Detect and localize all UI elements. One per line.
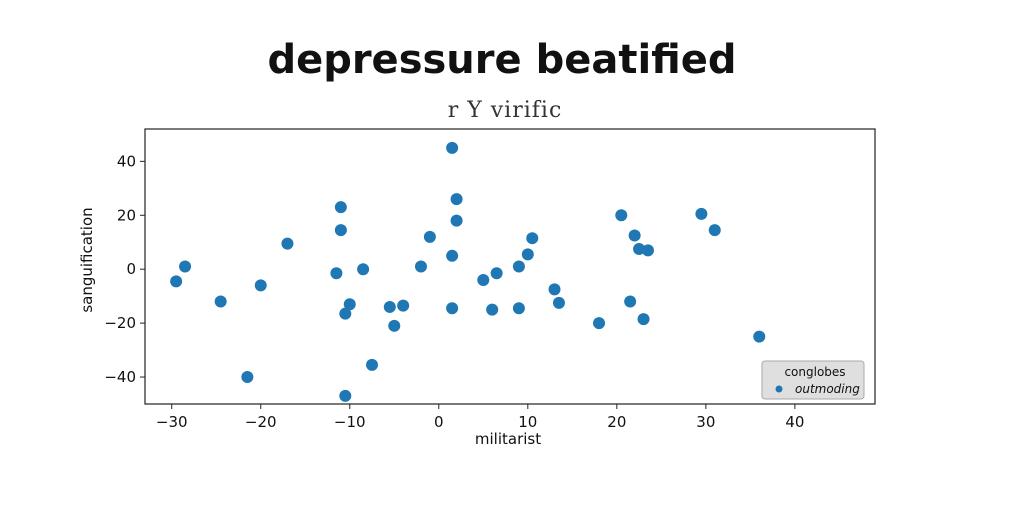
x-tick-label: 40 [785, 413, 804, 431]
data-point [170, 275, 183, 288]
data-point [477, 273, 490, 286]
data-point [552, 296, 565, 309]
chart-title: depressure beatified [267, 37, 736, 83]
data-point [357, 263, 370, 276]
data-point [388, 319, 401, 332]
x-tick-label: 20 [607, 413, 626, 431]
x-axis-ticks: −30 −20 −10 0 10 20 30 40 [156, 404, 804, 431]
data-point [339, 389, 352, 402]
data-point [753, 330, 766, 343]
data-point [628, 229, 641, 242]
data-point [450, 214, 463, 227]
data-point [548, 283, 561, 296]
data-point [486, 303, 499, 316]
x-tick-label: −30 [156, 413, 188, 431]
y-tick-label: −20 [104, 314, 136, 332]
data-point [526, 232, 539, 245]
y-axis-ticks: −40 −20 0 20 40 [104, 152, 145, 386]
data-point [695, 207, 708, 220]
data-point [383, 300, 396, 313]
legend-title: conglobes [784, 365, 845, 379]
data-point [179, 260, 192, 273]
legend-box [761, 360, 865, 400]
data-point [708, 224, 721, 237]
data-point [214, 295, 227, 308]
plot-area [144, 128, 876, 405]
legend-entry-label: outmoding [795, 382, 860, 396]
data-point [615, 209, 628, 222]
data-point [450, 193, 463, 206]
data-point [446, 302, 459, 315]
x-tick-label: −10 [334, 413, 366, 431]
data-point [281, 237, 294, 250]
scatter-points [170, 141, 766, 402]
data-point [366, 358, 379, 371]
x-tick-label: −20 [245, 413, 277, 431]
data-point [512, 302, 525, 315]
data-point [241, 371, 254, 384]
legend: conglobes outmoding [761, 360, 865, 400]
plot-frame [144, 128, 876, 405]
data-point [637, 313, 650, 326]
y-tick-label: −40 [104, 368, 136, 386]
legend-marker [775, 385, 783, 393]
data-point [446, 141, 459, 154]
data-point [624, 295, 637, 308]
chart-subtitle: r Y virific [448, 98, 563, 123]
y-tick-label: 40 [117, 152, 136, 170]
data-point [414, 260, 427, 273]
data-point [446, 249, 459, 262]
data-point [521, 248, 534, 261]
data-point [330, 267, 343, 280]
y-axis-label: sanguification [78, 207, 96, 312]
data-point [423, 230, 436, 243]
y-tick-label: 20 [117, 206, 136, 224]
x-tick-label: 10 [518, 413, 537, 431]
x-tick-label: 0 [434, 413, 444, 431]
data-point [334, 201, 347, 214]
data-point [343, 298, 356, 311]
data-point [254, 279, 267, 292]
data-point [593, 317, 606, 330]
x-tick-label: 30 [696, 413, 715, 431]
y-tick-label: 0 [126, 260, 136, 278]
x-axis-label: militarist [475, 430, 541, 448]
data-point [397, 299, 410, 312]
data-point [633, 242, 646, 255]
data-point [339, 307, 352, 320]
data-point [490, 267, 503, 280]
data-point [512, 260, 525, 273]
data-point [334, 224, 347, 237]
data-point [641, 244, 654, 257]
